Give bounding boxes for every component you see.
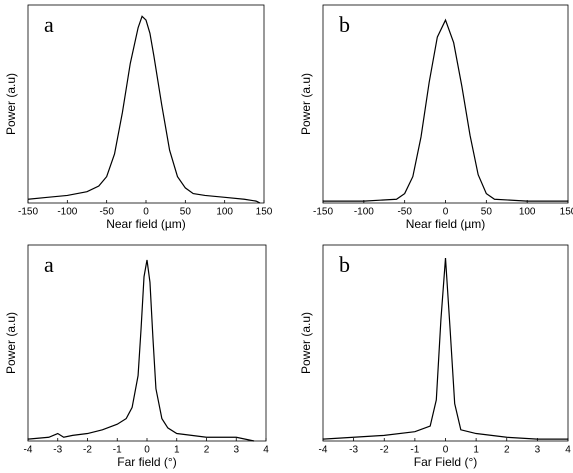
x-tick-label: 150 [560,207,573,218]
x-tick-label: 3 [535,445,541,456]
x-axis-label: Near field (µm) [106,217,186,231]
data-line [27,15,261,204]
plot-frame [27,244,267,442]
x-tick-label: 0 [443,445,449,456]
y-axis-label: Power (a.u) [4,73,18,135]
x-tick-label: 0 [443,207,449,218]
plot-frame [322,244,569,442]
x-tick-label: 2 [504,445,510,456]
x-tick-label: 100 [519,207,536,218]
panel-label: b [339,252,350,277]
x-tick-label: -3 [349,445,358,456]
x-tick-label: -1 [410,445,419,456]
y-axis-label: Power (a.u) [299,73,313,135]
x-tick-label: -4 [24,445,33,456]
x-axis-label: Near field (µm) [406,217,486,231]
x-tick-label: 100 [216,207,233,218]
x-axis-label: Far Field (°) [414,455,477,469]
x-tick-label: 1 [174,445,180,456]
x-tick-label: -50 [397,207,412,218]
x-tick-label: -4 [319,445,328,456]
x-axis-label: Far field (°) [117,455,176,469]
x-tick-label: 0 [144,445,150,456]
y-axis-label: Power (a.u) [299,312,313,374]
x-tick-label: -2 [380,445,389,456]
x-tick-label: -100 [57,207,77,218]
x-tick-label: 50 [180,207,192,218]
y-axis-label: Power (a.u) [4,312,18,374]
x-tick-label: -1 [113,445,122,456]
panel-label: b [339,12,350,37]
x-tick-label: 3 [233,445,239,456]
x-tick-label: 150 [256,207,273,218]
panel-label: a [44,12,54,37]
plot-frame [322,4,569,204]
plot-frame [27,4,265,204]
x-tick-label: -150 [313,207,333,218]
x-tick-label: -50 [99,207,114,218]
data-line [323,18,568,202]
x-tick-label: 4 [263,445,269,456]
x-tick-label: -2 [83,445,92,456]
data-line [322,258,568,440]
x-tick-label: 1 [473,445,479,456]
x-tick-label: 50 [481,207,493,218]
x-tick-label: 4 [565,445,571,456]
x-tick-label: -3 [53,445,62,456]
x-tick-label: -100 [354,207,374,218]
data-line [27,259,255,442]
x-tick-label: -150 [18,207,38,218]
x-tick-label: 2 [204,445,210,456]
x-tick-label: 0 [143,207,149,218]
panel-label: a [44,252,54,277]
